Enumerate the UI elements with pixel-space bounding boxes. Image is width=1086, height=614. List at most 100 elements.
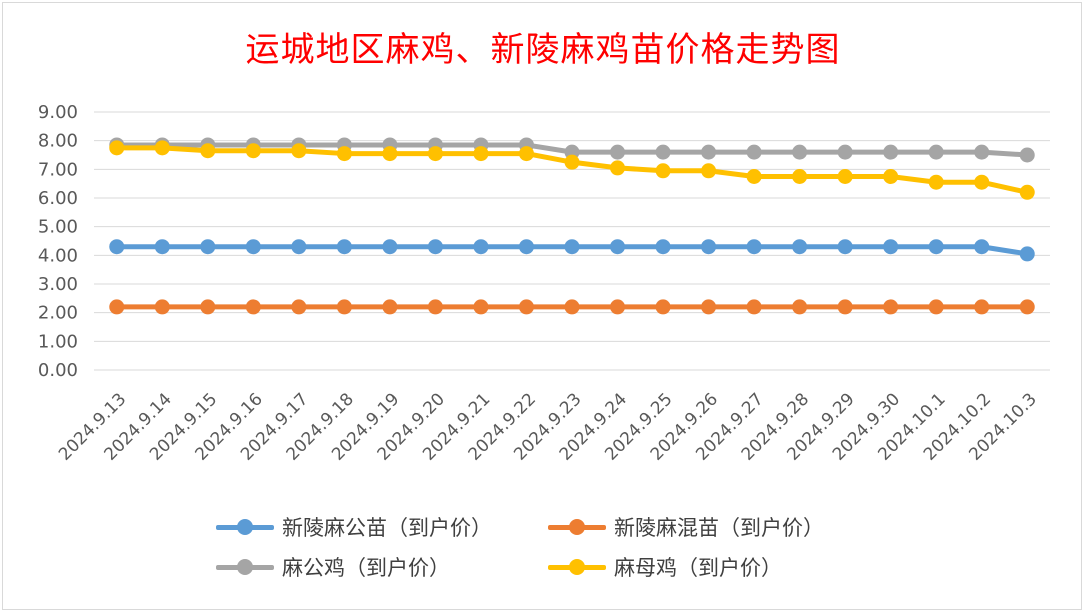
data-point	[564, 239, 580, 255]
data-point	[382, 146, 398, 162]
series-1	[109, 239, 1035, 262]
data-point	[382, 239, 398, 255]
y-tick-label: 0.00	[38, 360, 78, 381]
legend-item-series-3[interactable]: 麻公鸡（到户价）	[214, 552, 450, 582]
y-tick-label: 1.00	[38, 331, 78, 352]
data-point	[610, 144, 626, 160]
data-point	[291, 143, 307, 159]
data-point	[610, 239, 626, 255]
data-point	[701, 144, 717, 160]
data-point	[154, 239, 170, 255]
series-4	[109, 140, 1035, 200]
data-point	[883, 169, 899, 184]
legend-item-series-1[interactable]: 新陵麻公苗（到户价）	[214, 512, 492, 542]
data-point	[518, 146, 534, 162]
data-point	[610, 160, 626, 176]
data-point	[336, 299, 352, 315]
data-point	[200, 239, 216, 255]
data-point	[427, 146, 443, 162]
data-point	[928, 174, 944, 190]
x-axis-ticks: 2024.9.132024.9.142024.9.152024.9.162024…	[55, 389, 1041, 464]
legend-item-series-2[interactable]: 新陵麻混苗（到户价）	[546, 512, 824, 542]
series-2	[109, 299, 1035, 315]
data-point	[883, 299, 899, 315]
data-point	[928, 299, 944, 315]
data-point	[974, 239, 990, 255]
data-point	[109, 140, 125, 156]
data-point	[1019, 147, 1035, 163]
data-point	[291, 299, 307, 315]
data-point	[427, 299, 443, 315]
y-tick-label: 7.00	[38, 159, 78, 180]
data-point	[245, 143, 261, 159]
chart-title: 运城地区麻鸡、新陵麻鸡苗价格走势图	[245, 30, 841, 70]
y-axis-ticks: 0.00 1.00 2.00 3.00 4.00 5.00 6.00 7.00 8.00 9.00	[38, 102, 78, 381]
data-point	[746, 239, 762, 255]
data-point	[655, 163, 671, 179]
data-point	[154, 299, 170, 315]
data-point	[1019, 299, 1035, 315]
data-point	[245, 299, 261, 315]
legend-swatch	[214, 516, 276, 538]
data-point	[200, 143, 216, 159]
data-point	[837, 144, 853, 160]
legend-label: 麻公鸡（到户价）	[282, 556, 450, 580]
data-point	[792, 299, 808, 315]
data-point	[746, 299, 762, 315]
data-point	[1019, 184, 1035, 200]
data-point	[200, 299, 216, 315]
data-point	[154, 140, 170, 156]
series-lines	[109, 137, 1035, 315]
data-point	[655, 144, 671, 160]
data-point	[701, 239, 717, 255]
data-point	[473, 239, 489, 255]
data-point	[427, 239, 443, 255]
data-point	[746, 169, 762, 184]
data-point	[928, 239, 944, 255]
data-point	[382, 299, 398, 315]
data-point	[1019, 246, 1035, 262]
data-point	[564, 299, 580, 315]
y-tick-label: 9.00	[38, 102, 78, 123]
y-tick-label: 2.00	[38, 303, 78, 324]
data-point	[518, 299, 534, 315]
data-point	[473, 146, 489, 162]
y-tick-label: 4.00	[38, 245, 78, 266]
y-tick-label: 8.00	[38, 131, 78, 152]
legend-label: 新陵麻公苗（到户价）	[282, 516, 492, 540]
data-point	[655, 239, 671, 255]
data-point	[974, 174, 990, 190]
y-tick-label: 6.00	[38, 188, 78, 209]
data-point	[655, 299, 671, 315]
data-point	[883, 239, 899, 255]
legend-swatch	[546, 516, 608, 538]
data-point	[701, 299, 717, 315]
data-point	[336, 146, 352, 162]
data-point	[974, 144, 990, 160]
data-point	[245, 239, 261, 255]
data-point	[473, 299, 489, 315]
legend-label: 新陵麻混苗（到户价）	[614, 516, 824, 540]
data-point	[610, 299, 626, 315]
y-tick-label: 3.00	[38, 274, 78, 295]
data-point	[336, 239, 352, 255]
data-point	[837, 299, 853, 315]
data-point	[837, 239, 853, 255]
data-point	[746, 144, 762, 160]
data-point	[792, 169, 808, 184]
data-point	[792, 144, 808, 160]
data-point	[109, 239, 125, 255]
data-point	[928, 144, 944, 160]
y-tick-label: 5.00	[38, 217, 78, 238]
data-point	[792, 239, 808, 255]
data-point	[291, 239, 307, 255]
legend-label: 麻母鸡（到户价）	[614, 556, 782, 580]
legend-swatch	[546, 556, 608, 578]
legend-item-series-4[interactable]: 麻母鸡（到户价）	[546, 552, 782, 582]
legend-swatch	[214, 556, 276, 578]
data-point	[701, 163, 717, 179]
data-point	[109, 299, 125, 315]
data-point	[564, 154, 580, 170]
data-point	[518, 239, 534, 255]
